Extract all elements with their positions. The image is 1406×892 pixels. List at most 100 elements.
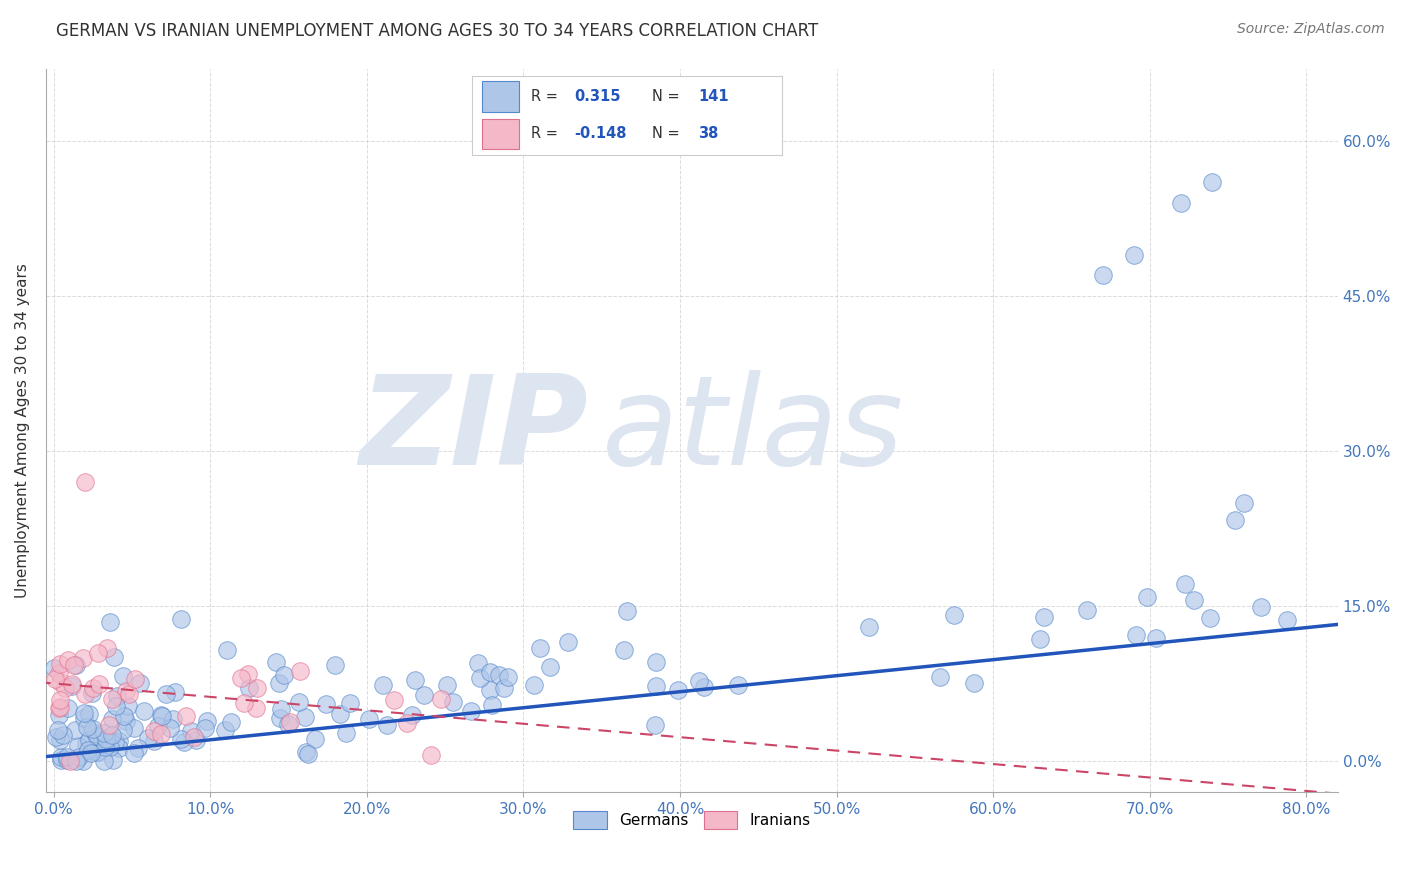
- Point: [1198, 611, 1220, 625]
- Point: [962, 675, 984, 690]
- Point: [150, 727, 173, 741]
- Point: [396, 716, 419, 731]
- Point: [1174, 576, 1197, 591]
- Point: [83, 725, 105, 739]
- Point: [87, 731, 110, 745]
- Legend: Germans, Iranians: Germans, Iranians: [567, 805, 817, 835]
- Point: [87, 646, 110, 660]
- Point: [127, 740, 149, 755]
- Point: [49, 693, 72, 707]
- Point: [184, 732, 207, 747]
- Point: [77, 707, 100, 722]
- Point: [149, 708, 172, 723]
- Point: [62, 679, 84, 693]
- Point: [231, 671, 253, 685]
- Point: [183, 730, 205, 744]
- Y-axis label: Unemployment Among Ages 30 to 34 years: Unemployment Among Ages 30 to 34 years: [15, 263, 30, 598]
- Point: [76, 720, 98, 734]
- Point: [277, 717, 299, 731]
- Point: [52, 728, 75, 742]
- Point: [77, 733, 100, 747]
- Point: [100, 712, 122, 726]
- Point: [98, 615, 121, 629]
- Point: [942, 608, 965, 623]
- Point: [288, 695, 311, 709]
- Point: [108, 741, 131, 756]
- Point: [1225, 513, 1247, 527]
- Point: [1144, 631, 1167, 645]
- Point: [146, 718, 169, 732]
- Point: [65, 723, 87, 738]
- Point: [1136, 590, 1159, 604]
- Point: [644, 718, 666, 732]
- Point: [48, 708, 70, 723]
- Point: [80, 686, 103, 700]
- Point: [215, 643, 238, 657]
- Point: [65, 658, 87, 673]
- Point: [613, 643, 636, 657]
- Point: [159, 721, 181, 735]
- Point: [1201, 175, 1223, 189]
- Point: [75, 475, 97, 489]
- Point: [693, 680, 716, 694]
- Point: [335, 726, 357, 740]
- Point: [269, 676, 291, 690]
- Point: [77, 743, 100, 757]
- Point: [401, 708, 423, 723]
- Point: [104, 735, 127, 749]
- Point: [56, 753, 79, 767]
- Point: [488, 668, 510, 682]
- Point: [72, 651, 94, 665]
- Point: [82, 723, 104, 737]
- Point: [441, 695, 464, 709]
- Point: [162, 712, 184, 726]
- Point: [129, 676, 152, 690]
- Point: [75, 687, 97, 701]
- Point: [150, 709, 173, 723]
- Point: [214, 723, 236, 738]
- Point: [304, 731, 326, 746]
- Point: [329, 706, 352, 721]
- Point: [1123, 247, 1146, 261]
- Point: [48, 675, 70, 690]
- Point: [727, 677, 749, 691]
- Point: [357, 712, 380, 726]
- Point: [56, 652, 79, 666]
- Point: [538, 660, 561, 674]
- Point: [238, 681, 260, 695]
- Point: [86, 745, 108, 759]
- Point: [82, 681, 104, 696]
- Point: [273, 667, 295, 681]
- Point: [174, 709, 197, 723]
- Point: [115, 684, 138, 698]
- Point: [246, 681, 269, 696]
- Point: [44, 673, 66, 687]
- Point: [339, 696, 361, 710]
- Point: [375, 717, 398, 731]
- Point: [45, 730, 67, 744]
- Point: [382, 693, 405, 707]
- Point: [266, 656, 288, 670]
- Point: [75, 737, 97, 751]
- Point: [297, 747, 319, 761]
- Point: [1275, 613, 1298, 627]
- Point: [371, 678, 394, 692]
- Point: [48, 666, 70, 681]
- Text: GERMAN VS IRANIAN UNEMPLOYMENT AMONG AGES 30 TO 34 YEARS CORRELATION CHART: GERMAN VS IRANIAN UNEMPLOYMENT AMONG AGE…: [56, 22, 818, 40]
- Point: [56, 750, 79, 764]
- Point: [100, 740, 122, 755]
- Point: [270, 702, 292, 716]
- Point: [404, 673, 426, 687]
- Point: [97, 718, 120, 732]
- Point: [1170, 195, 1192, 210]
- Point: [492, 681, 515, 695]
- Point: [101, 728, 124, 742]
- Point: [496, 670, 519, 684]
- Point: [1125, 628, 1147, 642]
- Point: [481, 698, 503, 712]
- Point: [53, 681, 76, 695]
- Point: [65, 754, 87, 768]
- Text: ZIP: ZIP: [360, 370, 589, 491]
- Point: [94, 731, 117, 746]
- Point: [173, 734, 195, 748]
